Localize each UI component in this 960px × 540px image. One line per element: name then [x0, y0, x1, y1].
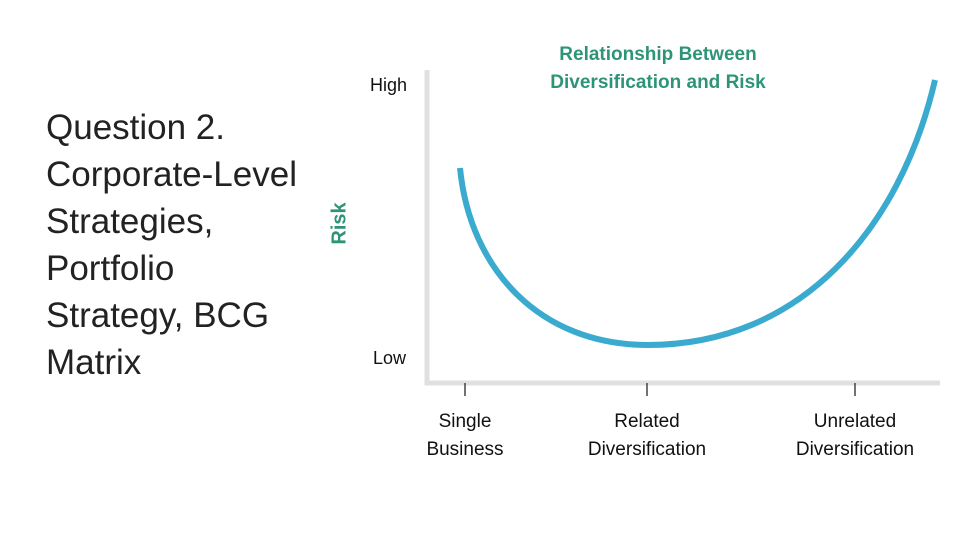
slide-title: Question 2. Corporate-Level Strategies, …	[46, 108, 297, 382]
risk-curve	[457, 79, 938, 349]
x-label: Single Business	[426, 411, 504, 460]
x-label: Related Diversification	[587, 411, 707, 460]
y-high-label: High	[370, 75, 408, 95]
x-label: Unrelated Diversification	[795, 411, 915, 460]
y-axis-label: Risk	[328, 202, 351, 245]
diagram-title: Relationship Between Diversification and…	[550, 44, 766, 93]
y-low-label: Low	[373, 348, 407, 368]
